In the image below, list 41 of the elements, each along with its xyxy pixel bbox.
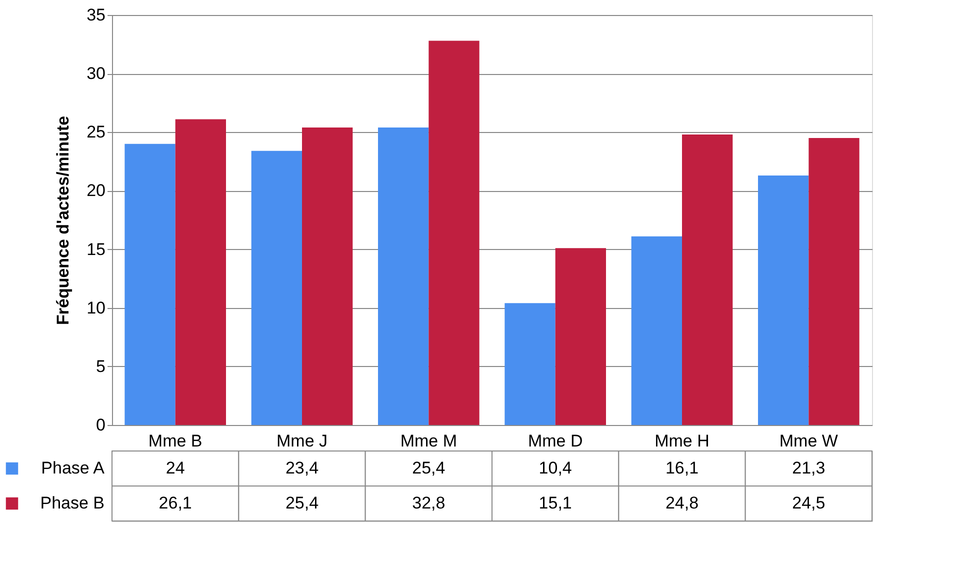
bar: [175, 119, 226, 425]
data-label: 24: [166, 458, 185, 478]
data-label: 24,5: [792, 494, 826, 512]
bar: [555, 248, 606, 425]
data-label: 15,1: [538, 494, 572, 512]
y-tick-label: 30: [86, 64, 106, 84]
data-label: 25,4: [412, 458, 446, 478]
y-tick-label: 15: [86, 240, 106, 259]
x-tick-label: Mme H: [654, 432, 710, 450]
data-label: 32,8: [412, 494, 446, 512]
data-label: 25,4: [285, 494, 319, 512]
x-tick-label: Mme D: [528, 432, 583, 450]
y-axis-title: Fréquence d'actes/minute: [54, 116, 73, 326]
data-label: 23,4: [285, 458, 319, 478]
bar: [808, 138, 860, 425]
y-tick-label: 20: [86, 181, 106, 200]
x-tick-label: Mme B: [148, 432, 202, 450]
x-tick-label: Mme W: [779, 432, 838, 450]
data-label: 24,8: [665, 494, 699, 512]
legend-label: Phase B: [40, 494, 104, 512]
x-tick-label: Mme J: [276, 432, 328, 450]
bar: [124, 144, 176, 425]
data-label: 26,1: [158, 494, 192, 512]
bar: [428, 40, 480, 425]
bar: [251, 150, 302, 425]
data-label: 21,3: [792, 458, 826, 478]
data-label: 16,1: [665, 458, 699, 478]
y-tick-label: 0: [96, 416, 106, 434]
legend-label: Phase A: [41, 458, 106, 478]
data-label: 10,4: [538, 458, 572, 478]
bar: [504, 303, 556, 425]
y-tick-label: 5: [96, 356, 106, 376]
bar: [758, 175, 809, 425]
y-tick-label: 35: [86, 6, 106, 24]
bar: [378, 127, 429, 425]
y-tick-label: 10: [86, 298, 106, 318]
y-tick-label: 25: [86, 122, 106, 142]
bar: [302, 127, 353, 425]
bar: [631, 236, 682, 425]
bar: [682, 134, 733, 425]
x-tick-label: Mme M: [400, 432, 458, 450]
